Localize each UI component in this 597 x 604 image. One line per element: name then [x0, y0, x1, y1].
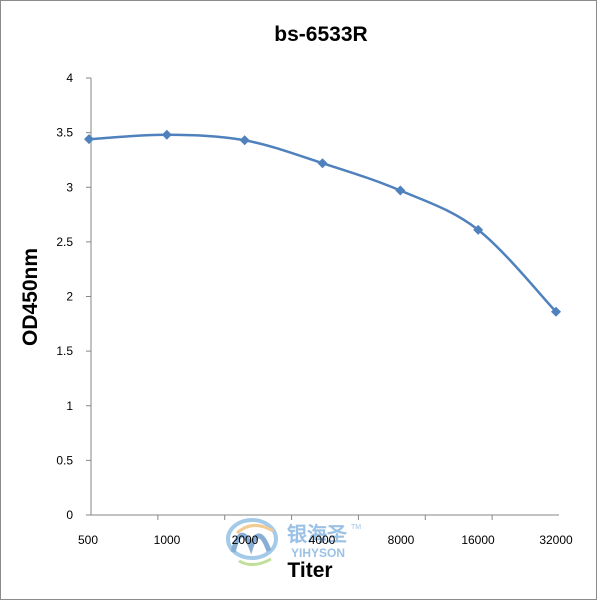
y-tick-label: 1: [66, 399, 73, 413]
x-tick-label: 500: [78, 533, 98, 547]
x-axis-label: Titer: [287, 559, 332, 582]
watermark-tm: TM: [351, 524, 361, 531]
y-tick-label: 1.5: [56, 344, 73, 358]
y-ticks: 0 0.5 1 1.5 2 2.5 3 3.5 4: [56, 71, 91, 522]
y-tick-label: 4: [66, 71, 73, 85]
y-tick-label: 3.5: [56, 126, 73, 140]
logo-swirl-icon: [226, 518, 278, 566]
chart-title: bs-6533R: [274, 23, 367, 46]
y-axis-label: OD450nm: [19, 248, 42, 346]
x-ticks: 500 1000 2000 4000 8000 16000 32000: [78, 515, 573, 547]
watermark-brand-en: YIHYSON: [291, 546, 345, 560]
data-point-marker: [473, 224, 484, 235]
data-point-marker: [395, 185, 406, 196]
data-point-marker: [239, 135, 250, 146]
y-tick-label: 0.5: [56, 453, 73, 467]
data-point-marker: [551, 306, 561, 317]
watermark-brand-cn: 银海圣: [287, 522, 348, 546]
x-tick-label: 2000: [232, 533, 259, 547]
series-group: [84, 129, 561, 317]
data-point-marker: [84, 134, 94, 145]
x-tick-label: 16000: [461, 533, 495, 547]
y-tick-label: 2.5: [56, 235, 73, 249]
data-point-marker: [317, 158, 328, 169]
data-point-marker: [161, 129, 172, 140]
watermark-logo: 银海圣 TM YIHYSON: [226, 518, 361, 566]
x-tick-label: 4000: [309, 533, 336, 547]
x-tick-label: 1000: [154, 533, 181, 547]
x-tick-label: 8000: [388, 533, 415, 547]
x-tick-label: 32000: [539, 533, 573, 547]
y-tick-label: 2: [66, 290, 73, 304]
y-tick-label: 3: [66, 180, 73, 194]
y-tick-label: 0: [66, 508, 73, 522]
